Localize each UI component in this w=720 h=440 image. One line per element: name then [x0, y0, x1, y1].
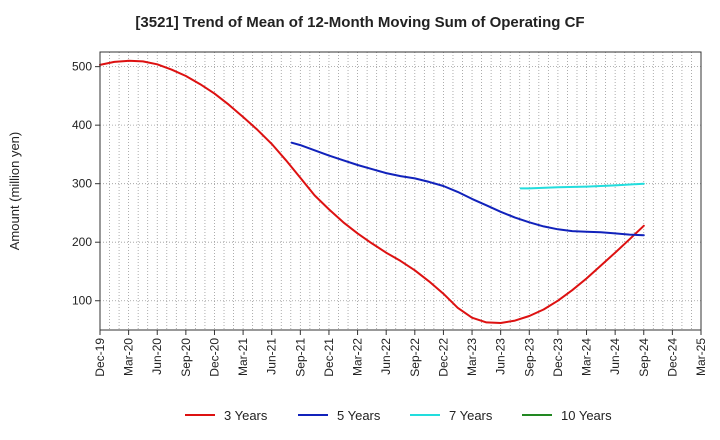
y-tick-label: 100 — [72, 294, 92, 308]
legend-label: 5 Years — [337, 408, 381, 423]
x-tick-label: Dec-19 — [93, 338, 107, 377]
x-tick-label: Jun-23 — [494, 338, 508, 375]
grid-lines — [100, 52, 701, 330]
y-axis-label: Amount (million yen) — [7, 132, 22, 251]
legend-item-7-years: 7 Years — [410, 408, 493, 423]
x-tick-label: Dec-23 — [551, 338, 565, 377]
plot-frame — [99, 51, 702, 331]
legend-label: 7 Years — [449, 408, 493, 423]
x-tick-label: Sep-22 — [408, 338, 422, 377]
x-tick-label: Mar-20 — [122, 338, 136, 376]
chart-title: [3521] Trend of Mean of 12-Month Moving … — [135, 14, 584, 31]
series-layer — [99, 59, 645, 324]
y-tick-label: 200 — [72, 235, 92, 249]
y-tick-label: 400 — [72, 118, 92, 132]
x-tick-label: Jun-20 — [150, 338, 164, 375]
x-tick-label: Mar-22 — [351, 338, 365, 376]
legend: 3 Years 5 Years 7 Years 10 Years — [185, 408, 612, 423]
x-tick-label: Jun-24 — [608, 338, 622, 375]
x-tick-label: Sep-23 — [522, 338, 536, 377]
legend-item-10-years: 10 Years — [522, 408, 612, 423]
legend-label: 3 Years — [224, 408, 268, 423]
x-tick-label: Mar-24 — [580, 338, 594, 376]
x-axis-ticks: Dec-19 Mar-20 Jun-20 Sep-20 Dec-20 Mar-21 Jun-… — [93, 330, 708, 377]
series-line-7-years — [519, 182, 645, 190]
x-tick-label: Sep-24 — [637, 338, 651, 377]
y-tick-label: 300 — [72, 177, 92, 191]
y-axis-ticks: 100 200 300 400 500 — [72, 60, 100, 308]
x-tick-label: Dec-24 — [665, 338, 679, 377]
legend-item-5-years: 5 Years — [298, 408, 381, 423]
x-tick-label: Jun-22 — [379, 338, 393, 375]
x-tick-label: Mar-25 — [694, 338, 708, 376]
legend-label: 10 Years — [561, 408, 612, 423]
series-line-3-years — [99, 59, 645, 324]
x-tick-label: Mar-21 — [236, 338, 250, 376]
x-tick-label: Mar-23 — [465, 338, 479, 376]
series-line-5-years — [290, 141, 645, 237]
x-tick-label: Dec-21 — [322, 338, 336, 377]
y-tick-label: 500 — [72, 60, 92, 74]
x-tick-label: Sep-20 — [179, 338, 193, 377]
x-tick-label: Dec-20 — [207, 338, 221, 377]
x-tick-label: Jun-21 — [265, 338, 279, 375]
legend-item-3-years: 3 Years — [185, 408, 268, 423]
x-tick-label: Dec-22 — [436, 338, 450, 377]
x-tick-label: Sep-21 — [293, 338, 307, 377]
